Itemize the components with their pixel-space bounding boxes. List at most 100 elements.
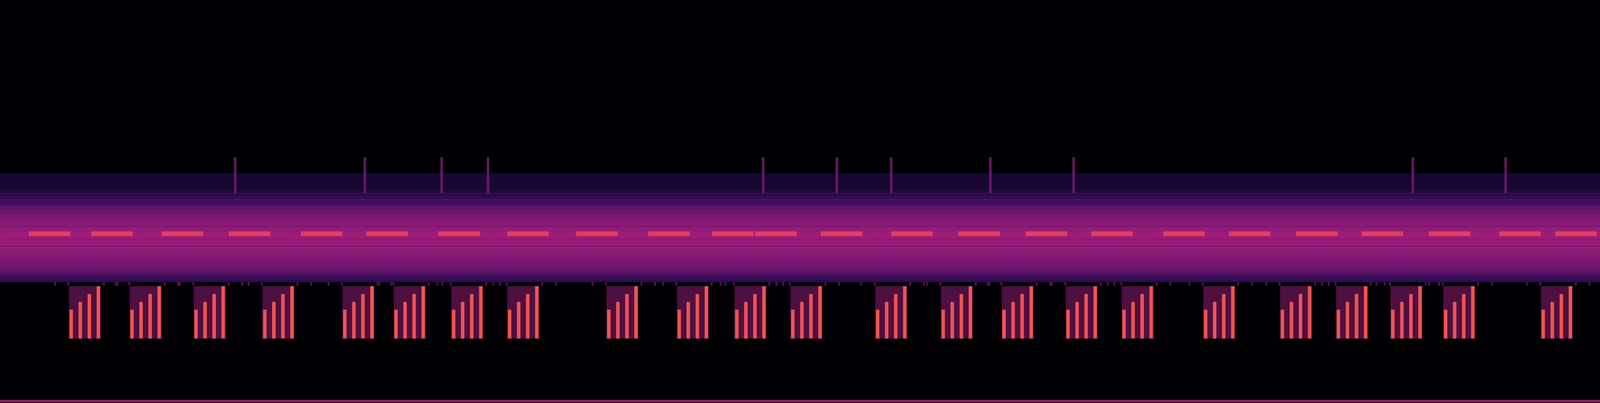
pulse-glow (129, 286, 162, 339)
pulse-spike (281, 293, 285, 339)
pulse-spike (625, 293, 629, 339)
tone-dash (91, 231, 133, 237)
pulse-streak (768, 282, 771, 286)
pulse-spike (139, 301, 143, 339)
tone-dash (1428, 231, 1471, 237)
pulse-spike (1140, 293, 1144, 339)
pulse-streak (860, 282, 863, 286)
pulse (1050, 282, 1116, 339)
pulse-glow (790, 286, 823, 339)
pulse-streak (719, 282, 722, 286)
tone-dash (366, 231, 408, 237)
pulse-streak (1064, 282, 1067, 286)
pulse-spike (1363, 286, 1368, 339)
pulse-streak (591, 282, 594, 286)
tone-dash (712, 231, 754, 237)
pulse-streak (492, 282, 494, 286)
pulse-streak (376, 282, 379, 286)
pulse-spike (470, 293, 474, 339)
pulse-streak (296, 282, 299, 286)
pulse-streak (227, 282, 230, 286)
pulse (926, 282, 991, 339)
pulse-glow (393, 286, 426, 339)
pulse-streak (506, 282, 508, 286)
pulse-spike (129, 309, 134, 339)
pulse-streak (241, 282, 244, 286)
pulse (1265, 282, 1330, 339)
tone-dash (1555, 231, 1598, 237)
pulse (986, 282, 1051, 339)
pulse-glow (676, 286, 709, 339)
pulse-streak (838, 282, 840, 286)
pulse-spike (525, 293, 530, 339)
pulse-spike (1011, 301, 1016, 339)
pulse-streak (116, 282, 119, 286)
pulse-spike (818, 286, 822, 339)
pulse (1321, 282, 1386, 339)
pulse (436, 282, 501, 339)
pulse-glow (1443, 286, 1476, 339)
pulse (247, 282, 313, 339)
click (440, 157, 443, 194)
band-texture (0, 218, 1600, 220)
band-texture (0, 272, 1600, 274)
tone-dash (300, 231, 343, 237)
click (1504, 157, 1507, 194)
tone-dash (576, 231, 619, 237)
tone-dash (1499, 231, 1541, 237)
pulse-spike (968, 286, 973, 339)
pulse-glow (1390, 286, 1423, 339)
pulse-spike (808, 293, 813, 339)
pulse-spike (753, 293, 757, 339)
pulse-spike (157, 286, 161, 339)
pulse-spike (460, 301, 465, 339)
pulse-streak (1442, 282, 1444, 286)
pulse-streak (775, 282, 778, 286)
pulse-streak (1251, 282, 1253, 286)
pulse-spike (1131, 301, 1135, 339)
pulse-spike (87, 293, 92, 339)
pulse-streak (640, 282, 643, 286)
pulse-streak (1334, 282, 1337, 286)
click (835, 157, 839, 194)
pulse-streak (1389, 282, 1392, 286)
pulse-spike (1066, 309, 1070, 339)
pulse-spike (1002, 309, 1006, 339)
pulse-streak (389, 282, 392, 286)
pulse-streak (1490, 282, 1493, 286)
pulse-spike (69, 309, 74, 339)
pulse-spike (1568, 286, 1573, 339)
pulse-streak (449, 282, 452, 286)
tone-dash (228, 231, 271, 237)
pulse-spike (78, 301, 82, 339)
pulse-streak (1313, 282, 1316, 286)
pulse-streak (378, 282, 381, 286)
pulse-streak (1156, 282, 1158, 286)
pulse-streak (1438, 282, 1440, 286)
pulse-spike (1354, 293, 1358, 339)
pulse-spike (761, 286, 766, 339)
pulse-spike (290, 286, 294, 339)
click (890, 157, 893, 194)
pulse-spike (903, 286, 907, 339)
pulse-spike (1409, 293, 1413, 339)
pulse-spike (1418, 286, 1422, 339)
pulse-spike (1029, 286, 1034, 339)
pulse-spike (1203, 309, 1208, 339)
pulse-spike (607, 309, 611, 339)
pulse-spike (194, 309, 198, 339)
band-texture (0, 225, 1600, 227)
tone-dash (1163, 231, 1205, 237)
pulse-streak (1106, 282, 1109, 286)
pulse-streak (1477, 282, 1480, 286)
pulse-spike (403, 301, 407, 339)
pulse-glow (1540, 286, 1573, 339)
tone-dash (958, 231, 1000, 237)
pulse-spike (1336, 309, 1341, 339)
pulse (662, 282, 727, 339)
pulse-glow (451, 286, 484, 339)
pulse-spike (1122, 309, 1126, 339)
pulse-streak (1279, 282, 1281, 286)
pulse-spike (634, 286, 638, 339)
pulse-glow (1335, 286, 1368, 339)
